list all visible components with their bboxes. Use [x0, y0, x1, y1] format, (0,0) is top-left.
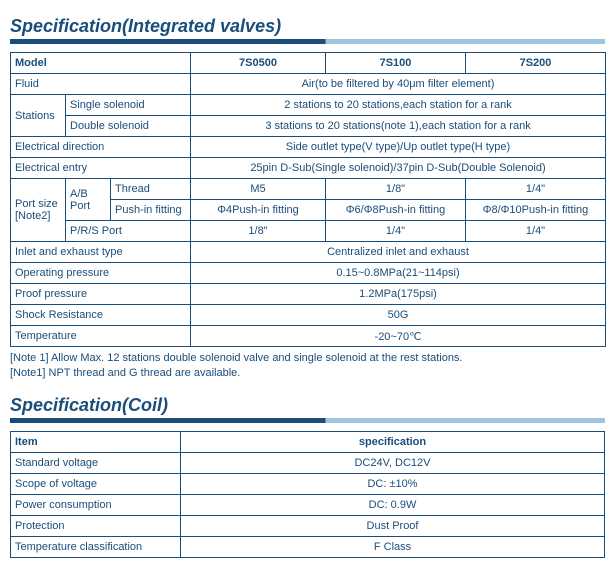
table-row: Shock Resistance 50G [11, 305, 606, 326]
inlet-value: Centralized inlet and exhaust [191, 242, 606, 263]
thread-c1: M5 [191, 179, 326, 200]
thread-c3: 1/4" [466, 179, 606, 200]
temp-class-label: Temperature classification [11, 536, 181, 557]
table-row: Fluid Air(to be filtered by 40μm filter … [11, 74, 606, 95]
temp-class-value: F Class [181, 536, 605, 557]
table-row: Item specification [11, 431, 605, 452]
power-value: DC: 0.9W [181, 494, 605, 515]
table-row: Scope of voltage DC: ±10% [11, 473, 605, 494]
spec-header: specification [181, 431, 605, 452]
scope-voltage-label: Scope of voltage [11, 473, 181, 494]
fluid-value: Air(to be filtered by 40μm filter elemen… [191, 74, 606, 95]
double-solenoid-value: 3 stations to 20 stations(note 1),each s… [191, 116, 606, 137]
col-7s200: 7S200 [466, 53, 606, 74]
proof-pressure-label: Proof pressure [11, 284, 191, 305]
table-row: Inlet and exhaust type Centralized inlet… [11, 242, 606, 263]
push-c1: Φ4Push-in fitting [191, 200, 326, 221]
operating-pressure-label: Operating pressure [11, 263, 191, 284]
table-row: Operating pressure 0.15~0.8MPa(21~114psi… [11, 263, 606, 284]
table-row: Electrical direction Side outlet type(V … [11, 137, 606, 158]
single-solenoid-label: Single solenoid [66, 95, 191, 116]
section-title-valves: Specification(Integrated valves) [10, 16, 605, 37]
thread-label: Thread [111, 179, 191, 200]
table-row: Stations Single solenoid 2 stations to 2… [11, 95, 606, 116]
inlet-label: Inlet and exhaust type [11, 242, 191, 263]
table-row: Temperature classification F Class [11, 536, 605, 557]
push-c3: Φ8/Φ10Push-in fitting [466, 200, 606, 221]
power-label: Power consumption [11, 494, 181, 515]
prs-c1: 1/8" [191, 221, 326, 242]
protection-value: Dust Proof [181, 515, 605, 536]
operating-pressure-value: 0.15~0.8MPa(21~114psi) [191, 263, 606, 284]
table-row: Power consumption DC: 0.9W [11, 494, 605, 515]
elec-direction-value: Side outlet type(V type)/Up outlet type(… [191, 137, 606, 158]
table-row: Proof pressure 1.2MPa(175psi) [11, 284, 606, 305]
table-row: Port size [Note2] A/B Port Thread M5 1/8… [11, 179, 606, 200]
title-bar [10, 418, 605, 423]
port-size-label: Port size [Note2] [11, 179, 66, 242]
table-row: P/R/S Port 1/8" 1/4" 1/4" [11, 221, 606, 242]
elec-entry-value: 25pin D-Sub(Single solenoid)/37pin D-Sub… [191, 158, 606, 179]
ab-port-label: A/B Port [66, 179, 111, 221]
protection-label: Protection [11, 515, 181, 536]
table-row: Standard voltage DC24V, DC12V [11, 452, 605, 473]
push-c2: Φ6/Φ8Push-in fitting [326, 200, 466, 221]
section-title-coil: Specification(Coil) [10, 395, 605, 416]
prs-label: P/R/S Port [66, 221, 191, 242]
notes-block: [Note 1] Allow Max. 12 stations double s… [10, 351, 605, 381]
item-header: Item [11, 431, 181, 452]
scope-voltage-value: DC: ±10% [181, 473, 605, 494]
table-row: Electrical entry 25pin D-Sub(Single sole… [11, 158, 606, 179]
table-row: Model 7S0500 7S100 7S200 [11, 53, 606, 74]
shock-label: Shock Resistance [11, 305, 191, 326]
proof-pressure-value: 1.2MPa(175psi) [191, 284, 606, 305]
single-solenoid-value: 2 stations to 20 stations,each station f… [191, 95, 606, 116]
model-header: Model [11, 53, 191, 74]
std-voltage-value: DC24V, DC12V [181, 452, 605, 473]
std-voltage-label: Standard voltage [11, 452, 181, 473]
prs-c2: 1/4" [326, 221, 466, 242]
thread-c2: 1/8" [326, 179, 466, 200]
note-1: [Note 1] Allow Max. 12 stations double s… [10, 351, 605, 366]
double-solenoid-label: Double solenoid [66, 116, 191, 137]
coil-table: Item specification Standard voltage DC24… [10, 431, 605, 558]
col-7s100: 7S100 [326, 53, 466, 74]
valves-table: Model 7S0500 7S100 7S200 Fluid Air(to be… [10, 52, 606, 347]
title-bar [10, 39, 605, 44]
elec-entry-label: Electrical entry [11, 158, 191, 179]
stations-label: Stations [11, 95, 66, 137]
push-label: Push-in fitting [111, 200, 191, 221]
temperature-label: Temperature [11, 326, 191, 347]
col-7s0500: 7S0500 [191, 53, 326, 74]
prs-c3: 1/4" [466, 221, 606, 242]
elec-direction-label: Electrical direction [11, 137, 191, 158]
fluid-label: Fluid [11, 74, 191, 95]
table-row: Double solenoid 3 stations to 20 station… [11, 116, 606, 137]
note-2: [Note1] NPT thread and G thread are avai… [10, 366, 605, 381]
shock-value: 50G [191, 305, 606, 326]
temperature-value: -20~70℃ [191, 326, 606, 347]
table-row: Protection Dust Proof [11, 515, 605, 536]
table-row: Temperature -20~70℃ [11, 326, 606, 347]
